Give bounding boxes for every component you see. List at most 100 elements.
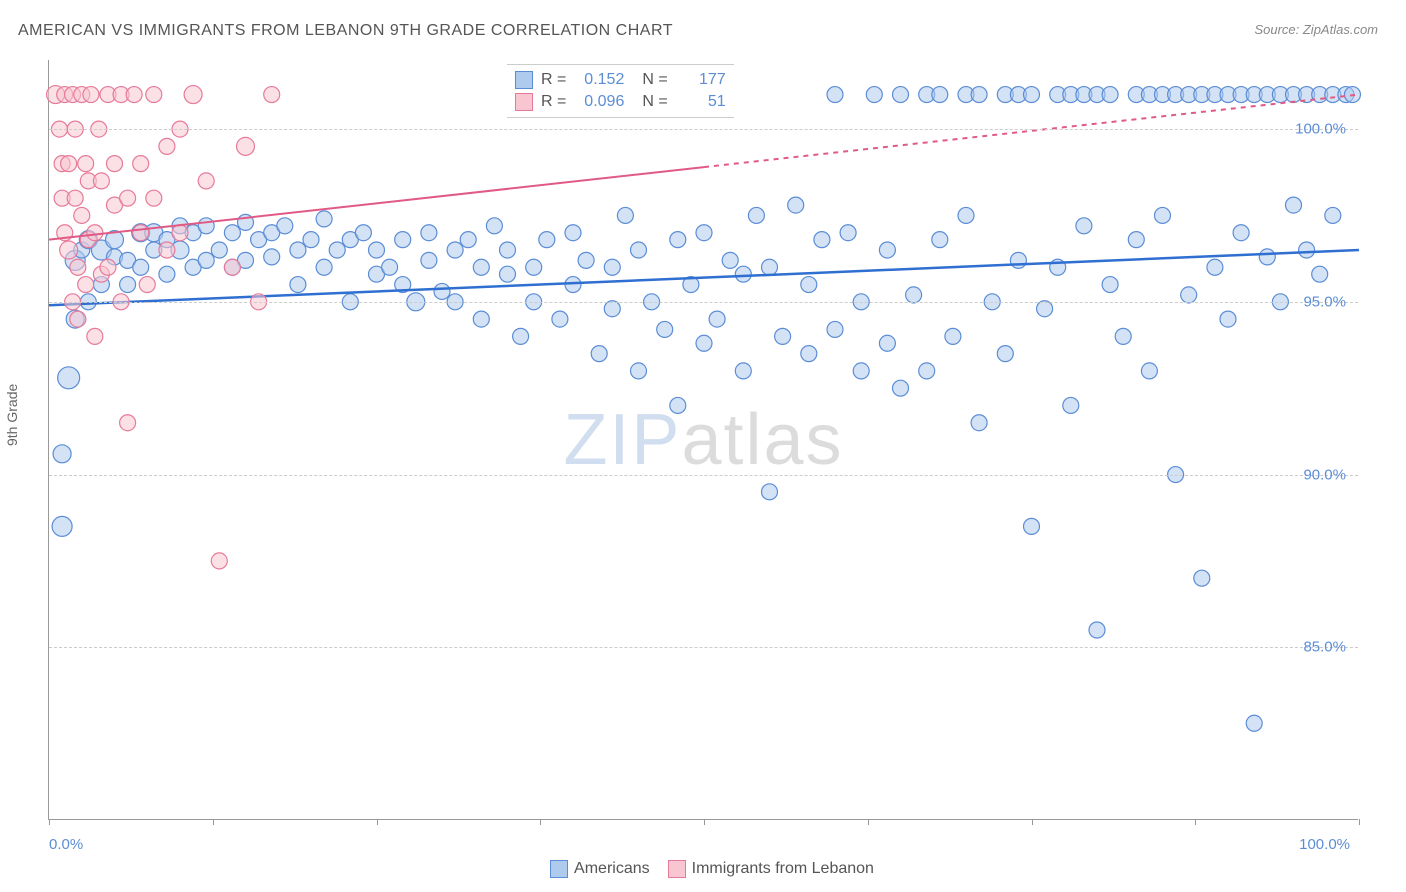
data-point bbox=[133, 225, 149, 241]
data-point bbox=[382, 259, 398, 275]
data-point bbox=[133, 156, 149, 172]
stats-r-value: 0.096 bbox=[574, 93, 624, 111]
ytick-label: 100.0% bbox=[1295, 121, 1346, 138]
stats-n-label: N = bbox=[642, 71, 667, 89]
xtick-label: 100.0% bbox=[1299, 836, 1350, 853]
data-point bbox=[329, 242, 345, 258]
data-point bbox=[1128, 232, 1144, 248]
gridline-h bbox=[49, 475, 1358, 476]
data-point bbox=[893, 380, 909, 396]
data-point bbox=[1233, 225, 1249, 241]
data-point bbox=[500, 242, 516, 258]
data-point bbox=[853, 363, 869, 379]
data-point bbox=[879, 242, 895, 258]
data-point bbox=[827, 321, 843, 337]
ytick-label: 90.0% bbox=[1303, 466, 1346, 483]
data-point bbox=[198, 252, 214, 268]
data-point bbox=[224, 259, 240, 275]
data-point bbox=[801, 346, 817, 362]
data-point bbox=[1325, 207, 1341, 223]
data-point bbox=[211, 242, 227, 258]
data-point bbox=[604, 259, 620, 275]
data-point bbox=[107, 156, 123, 172]
data-point bbox=[735, 363, 751, 379]
data-point bbox=[264, 249, 280, 265]
data-point bbox=[120, 415, 136, 431]
data-point bbox=[670, 397, 686, 413]
legend-label: Americans bbox=[574, 860, 650, 877]
data-point bbox=[552, 311, 568, 327]
data-point bbox=[460, 232, 476, 248]
data-point bbox=[159, 138, 175, 154]
data-point bbox=[696, 335, 712, 351]
data-point bbox=[866, 87, 882, 103]
data-point bbox=[1259, 249, 1275, 265]
data-point bbox=[657, 321, 673, 337]
data-point bbox=[958, 207, 974, 223]
data-point bbox=[945, 328, 961, 344]
data-point bbox=[1299, 242, 1315, 258]
data-point bbox=[120, 190, 136, 206]
stats-n-value: 51 bbox=[676, 93, 726, 111]
data-point bbox=[709, 311, 725, 327]
data-point bbox=[120, 277, 136, 293]
data-point bbox=[1155, 207, 1171, 223]
stats-n-value: 177 bbox=[676, 71, 726, 89]
data-point bbox=[526, 259, 542, 275]
data-point bbox=[840, 225, 856, 241]
data-point bbox=[237, 137, 255, 155]
trend-line-dashed bbox=[704, 95, 1359, 168]
legend-label: Immigrants from Lebanon bbox=[692, 860, 874, 877]
data-point bbox=[578, 252, 594, 268]
data-point bbox=[696, 225, 712, 241]
data-point bbox=[395, 232, 411, 248]
data-point bbox=[670, 232, 686, 248]
data-point bbox=[1181, 287, 1197, 303]
data-point bbox=[58, 367, 80, 389]
data-point bbox=[1037, 301, 1053, 317]
data-point bbox=[1063, 397, 1079, 413]
data-point bbox=[1024, 518, 1040, 534]
data-point bbox=[159, 266, 175, 282]
data-point bbox=[211, 553, 227, 569]
data-point bbox=[52, 516, 72, 536]
data-point bbox=[1194, 570, 1210, 586]
data-point bbox=[591, 346, 607, 362]
chart-title: AMERICAN VS IMMIGRANTS FROM LEBANON 9TH … bbox=[18, 22, 673, 40]
chart-plot-area: ZIPatlas R =0.152N =177R =0.096N =51 85.… bbox=[48, 60, 1358, 820]
data-point bbox=[814, 232, 830, 248]
gridline-h bbox=[49, 129, 1358, 130]
data-point bbox=[1115, 328, 1131, 344]
data-point bbox=[1102, 277, 1118, 293]
data-point bbox=[447, 242, 463, 258]
data-point bbox=[827, 87, 843, 103]
stats-r-label: R = bbox=[541, 93, 566, 111]
data-point bbox=[971, 415, 987, 431]
data-point bbox=[617, 207, 633, 223]
data-point bbox=[893, 87, 909, 103]
xtick bbox=[1359, 819, 1360, 825]
data-point bbox=[184, 86, 202, 104]
data-point bbox=[74, 207, 90, 223]
data-point bbox=[919, 363, 935, 379]
ytick-label: 95.0% bbox=[1303, 293, 1346, 310]
data-point bbox=[486, 218, 502, 234]
data-point bbox=[369, 242, 385, 258]
data-point bbox=[60, 241, 78, 259]
data-point bbox=[78, 156, 94, 172]
data-point bbox=[748, 207, 764, 223]
data-point bbox=[70, 259, 86, 275]
data-point bbox=[316, 211, 332, 227]
data-point bbox=[1246, 715, 1262, 731]
data-point bbox=[631, 242, 647, 258]
data-point bbox=[146, 190, 162, 206]
data-point bbox=[879, 335, 895, 351]
data-point bbox=[631, 363, 647, 379]
data-point bbox=[87, 225, 103, 241]
xtick bbox=[540, 819, 541, 825]
data-point bbox=[67, 190, 83, 206]
data-point bbox=[788, 197, 804, 213]
xtick bbox=[377, 819, 378, 825]
data-point bbox=[1141, 363, 1157, 379]
xtick bbox=[213, 819, 214, 825]
